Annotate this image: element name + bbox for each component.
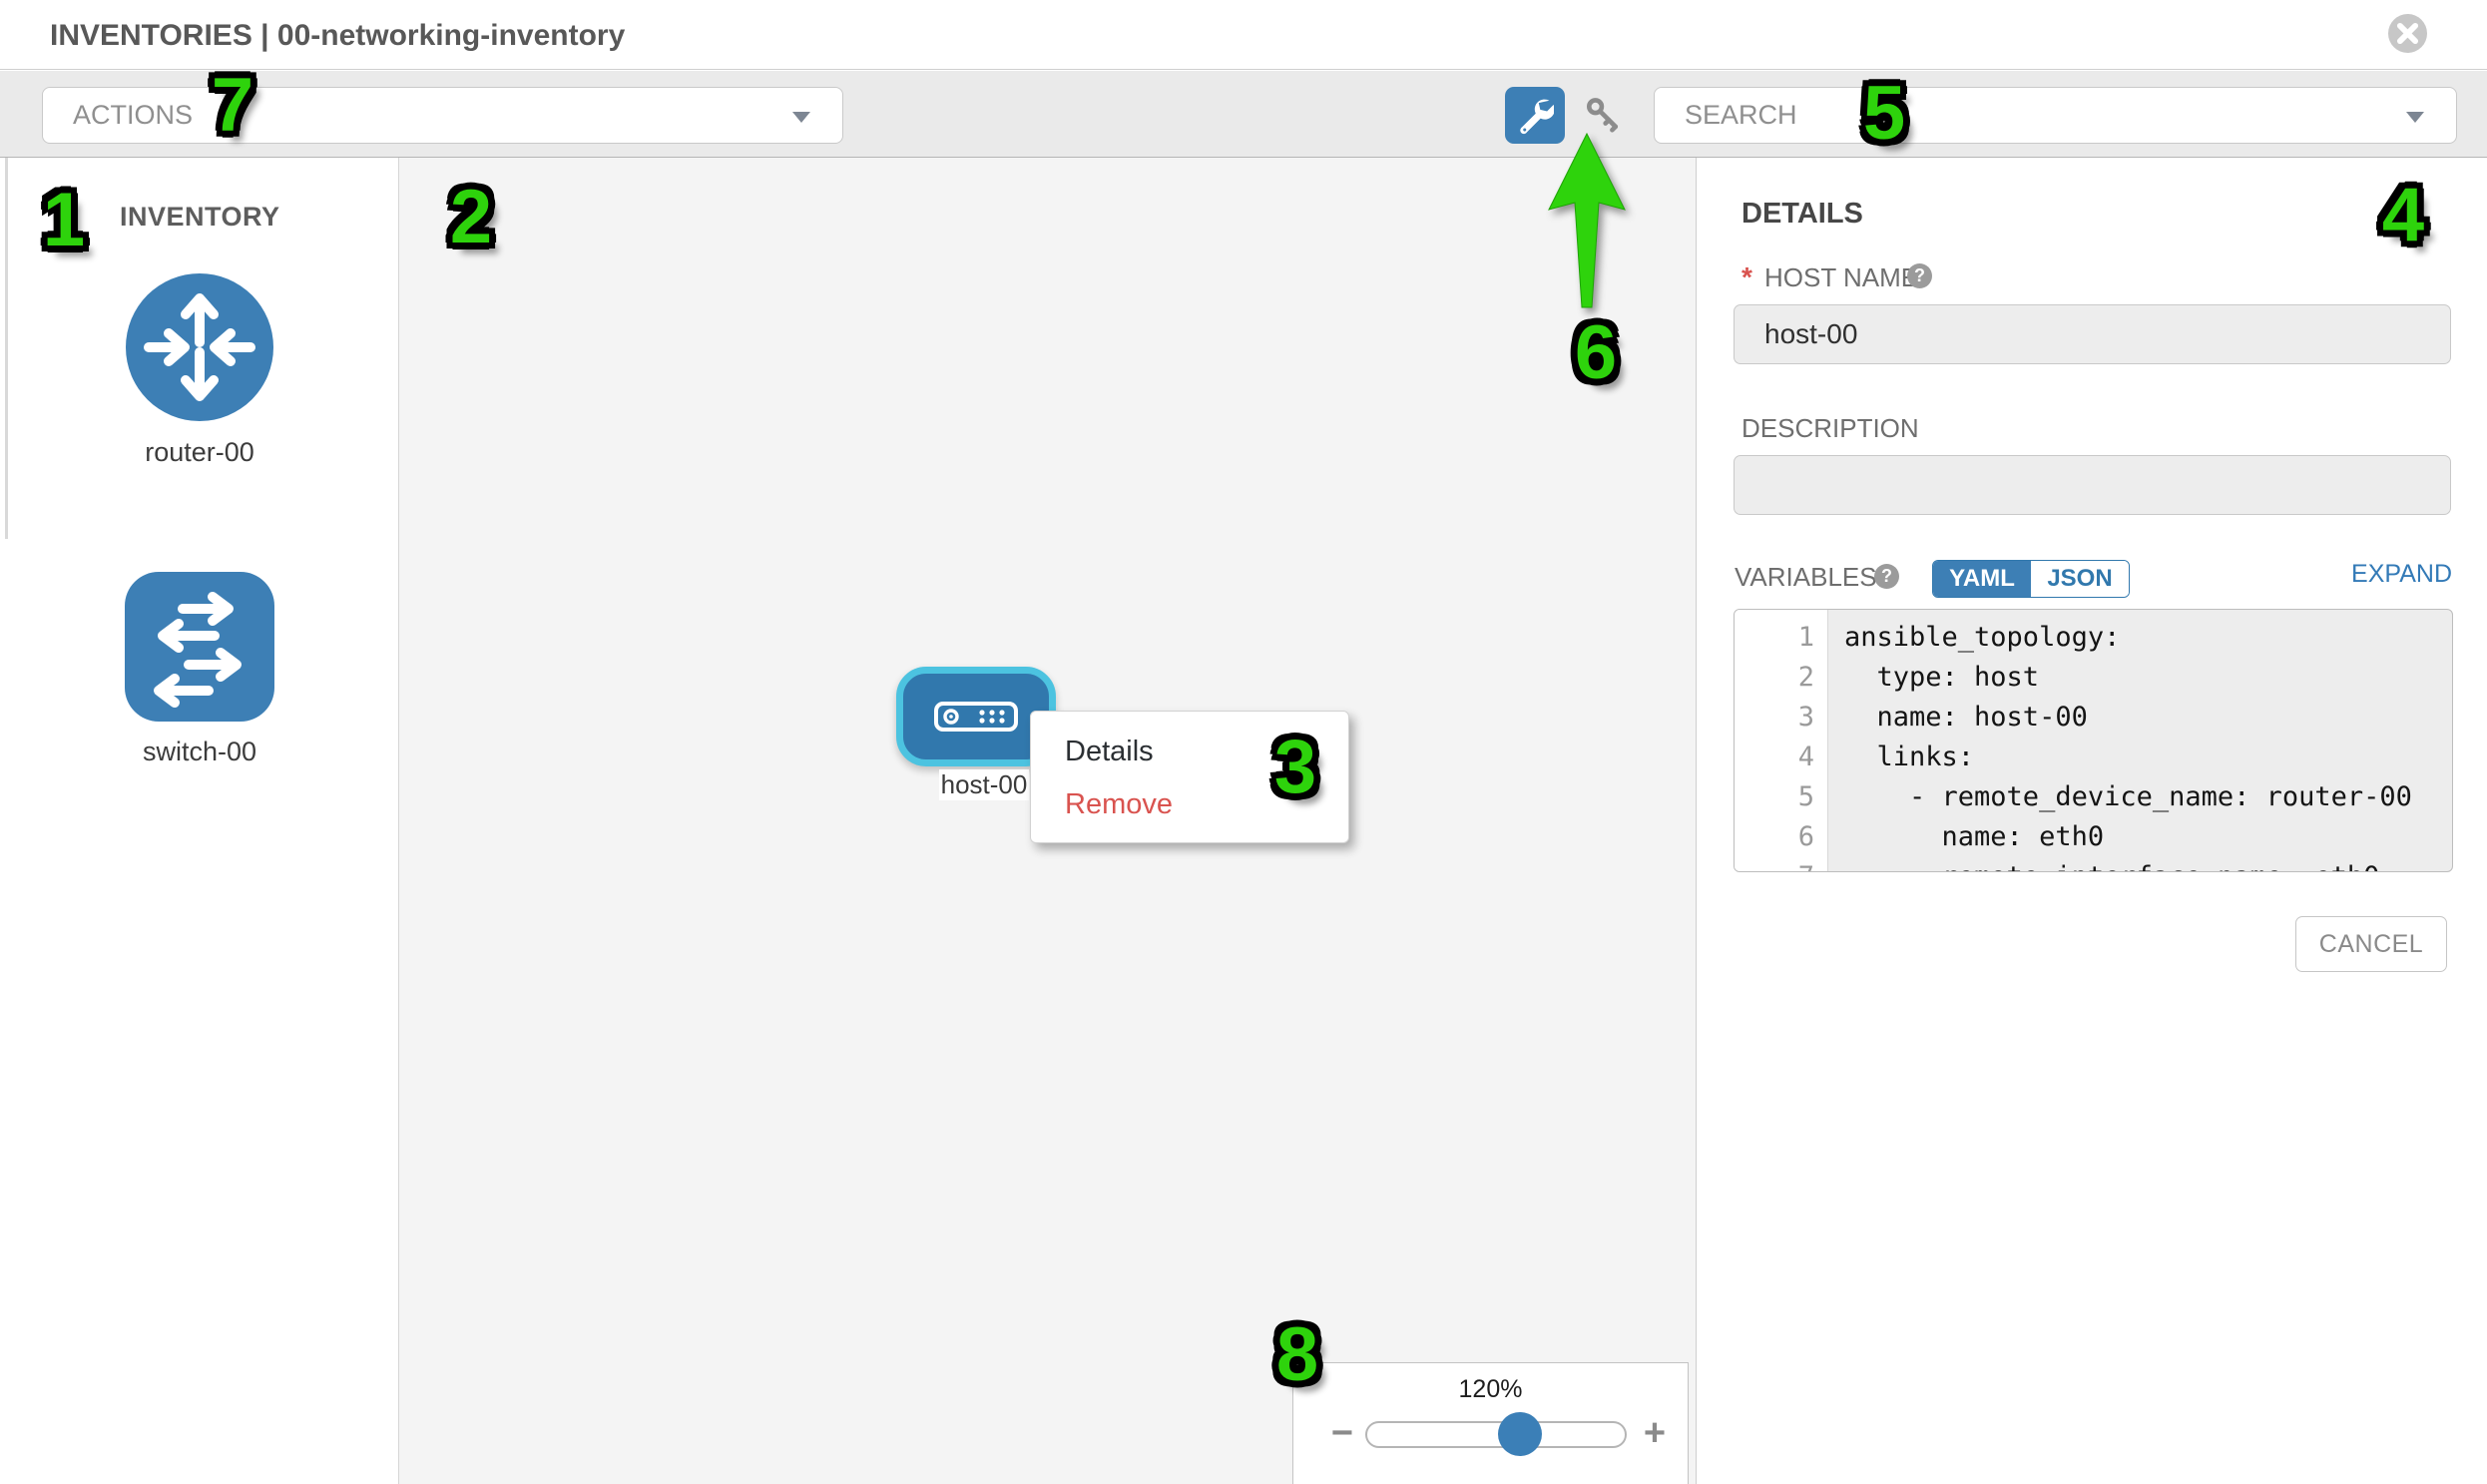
zoom-level: 120% — [1458, 1375, 1523, 1403]
node-context-menu: Details Remove — [1030, 711, 1349, 843]
zoom-slider-thumb[interactable] — [1498, 1412, 1542, 1456]
key-button[interactable] — [1579, 93, 1629, 139]
zoom-in-button[interactable]: + — [1643, 1412, 1667, 1454]
line-text: type: host — [1844, 662, 2040, 693]
toggle-yaml[interactable]: YAML — [1933, 561, 2031, 597]
line-number: 1 — [1797, 622, 1814, 653]
host-name-input[interactable]: host-00 — [1734, 304, 2451, 364]
line-text: links: — [1844, 742, 1975, 772]
editor-lines: 1 ansible_topology: 2 type: host 3 name:… — [1735, 618, 2452, 871]
palette-item-switch[interactable]: switch-00 — [125, 572, 274, 767]
search-dropdown[interactable]: SEARCH — [1654, 87, 2457, 144]
x-glyph — [2396, 22, 2419, 45]
code-line: 4 links: — [1735, 738, 2452, 777]
line-text: name: host-00 — [1844, 702, 2088, 733]
line-number: 7 — [1735, 857, 1828, 871]
palette-item-label: switch-00 — [142, 737, 257, 766]
expand-link[interactable]: EXPAND — [2351, 560, 2452, 588]
sidebar-scrollbar[interactable] — [5, 158, 8, 539]
host-name-help-icon[interactable]: ? — [1907, 263, 1932, 288]
palette-item-label: router-00 — [145, 437, 254, 467]
close-icon[interactable] — [2388, 14, 2427, 53]
line-number: 4 — [1797, 742, 1814, 772]
context-menu-item-details[interactable]: Details — [1065, 736, 1154, 767]
page-header: INVENTORIES | 00-networking-inventory — [0, 0, 2487, 70]
variables-label: VARIABLES — [1735, 562, 1877, 592]
sidebar-title: INVENTORY — [120, 202, 280, 232]
description-input[interactable] — [1734, 455, 2451, 515]
palette-item-router[interactable]: router-00 — [125, 272, 274, 468]
host-node-label: host-00 — [939, 769, 1029, 800]
code-line: 3 name: host-00 — [1735, 698, 2452, 738]
host-name-label: HOST NAME — [1764, 262, 1919, 292]
line-number: 6 — [1797, 821, 1814, 852]
zoom-slider-track[interactable] — [1365, 1421, 1627, 1448]
code-line: 7 remote_interface_name: eth0 — [1735, 857, 2452, 871]
required-asterisk: * — [1741, 261, 1752, 292]
chevron-down-icon — [2406, 112, 2424, 123]
variables-code-editor[interactable]: 1 ansible_topology: 2 type: host 3 name:… — [1734, 609, 2453, 872]
code-line: 2 type: host — [1735, 658, 2452, 698]
editor-gutter — [1735, 610, 1828, 871]
wrench-icon — [1520, 99, 1554, 134]
host-icon — [934, 702, 1018, 732]
chevron-down-icon — [792, 112, 810, 123]
line-text: - remote_device_name: router-00 — [1844, 781, 2412, 812]
variables-help-icon[interactable]: ? — [1874, 564, 1899, 589]
description-label: DESCRIPTION — [1741, 413, 1919, 443]
zoom-out-button[interactable]: − — [1330, 1412, 1354, 1454]
line-number: 3 — [1797, 702, 1814, 733]
code-line: 5 - remote_device_name: router-00 — [1735, 777, 2452, 817]
actions-dropdown[interactable]: ACTIONS — [42, 87, 843, 144]
code-line: 1 ansible_topology: — [1735, 618, 2452, 658]
page-title: INVENTORIES | 00-networking-inventory — [50, 19, 626, 52]
code-line: 6 name: eth0 — [1735, 817, 2452, 857]
cancel-button[interactable]: CANCEL — [2295, 916, 2447, 972]
router-icon — [126, 273, 273, 421]
details-panel-title: DETAILS — [1741, 198, 1863, 230]
line-number: 5 — [1797, 781, 1814, 812]
line-text: remote_interface_name: eth0 — [1828, 857, 2380, 871]
context-menu-item-remove[interactable]: Remove — [1065, 788, 1173, 820]
search-placeholder: SEARCH — [1685, 100, 1797, 130]
actions-dropdown-label: ACTIONS — [73, 100, 194, 130]
line-number: 2 — [1797, 662, 1814, 693]
variables-format-toggle: YAML JSON — [1932, 560, 2130, 598]
toggle-json[interactable]: JSON — [2031, 561, 2129, 597]
line-text: name: eth0 — [1844, 821, 2105, 852]
line-text: ansible_topology: — [1844, 622, 2121, 653]
key-icon — [1586, 98, 1619, 133]
switch-icon — [125, 572, 274, 722]
configure-wrench-button[interactable] — [1505, 87, 1565, 144]
